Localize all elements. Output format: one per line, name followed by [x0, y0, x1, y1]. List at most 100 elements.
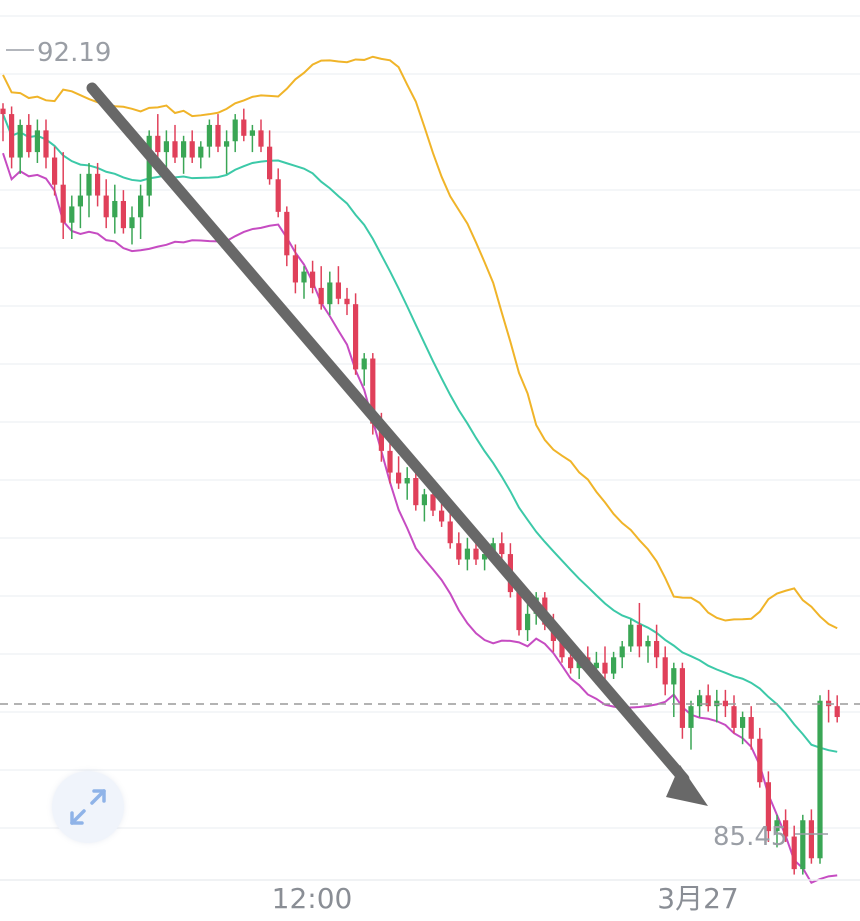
candle-body [249, 130, 255, 136]
trend-arrow-head [666, 765, 708, 806]
candle-body [499, 543, 505, 555]
candle-body [353, 304, 359, 370]
candle-body [284, 211, 290, 256]
candle [34, 119, 40, 163]
candle [258, 119, 264, 153]
candle [791, 825, 797, 875]
candle-body [791, 836, 797, 870]
candle-body [439, 510, 445, 522]
candle [292, 244, 298, 294]
candle [241, 108, 247, 142]
candle [69, 195, 75, 240]
candle [146, 130, 152, 207]
candle-body [654, 640, 660, 658]
candle-body [112, 200, 118, 218]
candle [748, 706, 754, 750]
candle-body [344, 298, 350, 305]
candle [817, 695, 823, 864]
candle [327, 271, 333, 316]
candle [740, 711, 746, 745]
candle [232, 114, 238, 153]
candle-body [722, 700, 728, 707]
expand-icon [70, 789, 106, 825]
candle-body [413, 478, 419, 506]
candle-body [783, 820, 789, 837]
candle [697, 689, 703, 718]
candle [26, 114, 32, 158]
candle-body [318, 287, 324, 305]
candle [353, 293, 359, 375]
candle [249, 124, 255, 153]
candle-body [361, 358, 367, 370]
candle [43, 119, 49, 169]
candle [318, 266, 324, 310]
candle-body [43, 130, 49, 158]
candle [404, 467, 410, 500]
candle-body [335, 282, 341, 299]
candle [421, 488, 427, 522]
candle-body [378, 423, 384, 451]
bollinger-bands [2, 55, 838, 884]
candle [714, 689, 720, 723]
candle [103, 179, 109, 229]
candle-body [301, 271, 307, 283]
candle-body [404, 478, 410, 484]
candle [120, 190, 126, 234]
candle-body [146, 135, 152, 196]
candle-body [120, 200, 126, 229]
candle [224, 130, 230, 174]
candle-body [482, 554, 488, 560]
candle-body [327, 282, 333, 305]
candle-body [456, 543, 462, 560]
candle [456, 532, 462, 565]
candle-body [800, 820, 806, 870]
candle [138, 184, 144, 240]
candle [688, 700, 694, 750]
candle-body [275, 179, 281, 212]
candle [774, 814, 780, 848]
candle-body [765, 782, 771, 832]
candle [464, 537, 470, 571]
candle [181, 135, 187, 174]
candle [189, 130, 195, 163]
candle-body [628, 624, 634, 647]
min-price-label: 85.45 [713, 822, 787, 852]
candle-body [593, 662, 599, 669]
candle [525, 602, 531, 641]
candle [765, 771, 771, 842]
candle [0, 103, 6, 142]
candle-body [525, 613, 531, 631]
x-tick-label-date: 3月27 [657, 882, 738, 915]
candle [267, 130, 273, 185]
candle-body [163, 141, 169, 153]
candle-body [181, 141, 187, 158]
candle-body [697, 695, 703, 707]
candle [396, 456, 402, 489]
candle-body [138, 195, 144, 218]
candle [679, 662, 685, 739]
candle [52, 146, 58, 196]
candle [808, 809, 814, 864]
candle-body [447, 521, 453, 544]
middle-band-line [2, 113, 838, 753]
candle-body [473, 548, 479, 560]
candle [602, 646, 608, 680]
candle-body [206, 124, 212, 147]
candle [654, 624, 660, 669]
trend-arrow [86, 82, 708, 806]
candle [800, 814, 806, 875]
candle-body [17, 124, 23, 158]
candle-body [602, 662, 608, 674]
candle [361, 353, 367, 386]
candle [611, 651, 617, 680]
expand-button[interactable] [52, 771, 124, 843]
candle [275, 168, 281, 218]
candle [129, 206, 135, 245]
candle-body [258, 130, 264, 147]
candle [206, 119, 212, 158]
candle [112, 184, 118, 234]
candle [95, 162, 101, 207]
candle-body [224, 141, 230, 147]
candle-body [688, 706, 694, 728]
